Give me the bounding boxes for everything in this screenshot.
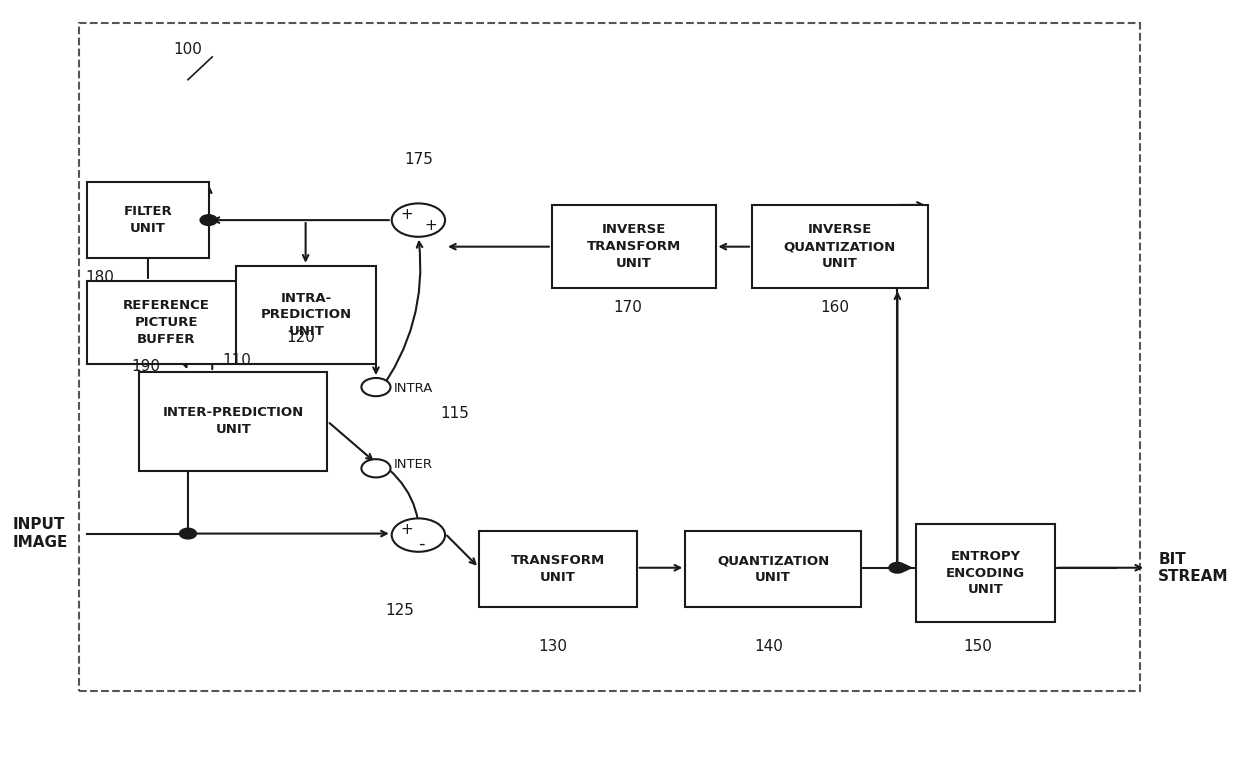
Text: 190: 190 xyxy=(131,359,160,374)
Text: INTER-PREDICTION: INTER-PREDICTION xyxy=(162,406,304,420)
Text: REFERENCE: REFERENCE xyxy=(123,299,210,313)
Text: 115: 115 xyxy=(440,406,469,421)
Text: BIT
STREAM: BIT STREAM xyxy=(1158,552,1229,584)
Circle shape xyxy=(392,518,445,552)
Text: UNIT: UNIT xyxy=(755,571,791,584)
Circle shape xyxy=(200,215,217,225)
FancyBboxPatch shape xyxy=(552,205,715,288)
Text: INVERSE: INVERSE xyxy=(601,223,666,237)
Text: UNIT: UNIT xyxy=(539,571,575,584)
Text: 150: 150 xyxy=(963,639,992,654)
Text: +: + xyxy=(424,219,436,234)
Text: 170: 170 xyxy=(614,300,642,315)
Text: +: + xyxy=(401,521,413,537)
Text: 160: 160 xyxy=(820,300,849,315)
Text: BUFFER: BUFFER xyxy=(136,332,196,346)
FancyBboxPatch shape xyxy=(87,182,208,258)
Text: 100: 100 xyxy=(174,42,202,57)
Text: +: + xyxy=(401,206,413,222)
Text: UNIT: UNIT xyxy=(130,222,166,235)
Text: QUANTIZATION: QUANTIZATION xyxy=(717,554,830,568)
Text: -: - xyxy=(418,534,424,553)
Circle shape xyxy=(392,203,445,237)
Text: 125: 125 xyxy=(386,603,414,619)
Text: INTER: INTER xyxy=(394,458,433,471)
Circle shape xyxy=(889,562,906,573)
Text: 120: 120 xyxy=(286,330,315,345)
Text: INTRA-: INTRA- xyxy=(280,291,332,305)
Text: UNIT: UNIT xyxy=(288,325,324,339)
FancyBboxPatch shape xyxy=(751,205,928,288)
Text: INVERSE: INVERSE xyxy=(807,223,872,237)
FancyBboxPatch shape xyxy=(915,524,1055,622)
Text: PREDICTION: PREDICTION xyxy=(260,308,352,322)
Circle shape xyxy=(361,378,391,396)
Text: 175: 175 xyxy=(404,152,433,167)
Text: ENTROPY: ENTROPY xyxy=(950,550,1021,563)
Text: INPUT
IMAGE: INPUT IMAGE xyxy=(12,518,67,550)
Text: 130: 130 xyxy=(538,639,568,654)
Text: UNIT: UNIT xyxy=(616,257,651,270)
Text: TRANSFORM: TRANSFORM xyxy=(511,554,605,568)
Text: UNIT: UNIT xyxy=(822,257,858,270)
Text: ENCODING: ENCODING xyxy=(946,566,1025,580)
Circle shape xyxy=(180,528,196,539)
FancyBboxPatch shape xyxy=(139,372,327,471)
FancyBboxPatch shape xyxy=(479,531,636,607)
Text: 180: 180 xyxy=(86,269,114,285)
Text: QUANTIZATION: QUANTIZATION xyxy=(784,240,897,254)
Text: 140: 140 xyxy=(754,639,784,654)
Text: UNIT: UNIT xyxy=(967,583,1003,597)
Text: FILTER: FILTER xyxy=(124,205,172,219)
FancyBboxPatch shape xyxy=(87,281,246,364)
Circle shape xyxy=(361,459,391,477)
Text: 110: 110 xyxy=(222,353,250,368)
Text: TRANSFORM: TRANSFORM xyxy=(587,240,681,254)
FancyBboxPatch shape xyxy=(237,266,376,364)
Text: PICTURE: PICTURE xyxy=(134,316,198,329)
FancyBboxPatch shape xyxy=(686,531,861,607)
Text: INTRA: INTRA xyxy=(394,382,434,395)
Text: UNIT: UNIT xyxy=(216,423,252,436)
